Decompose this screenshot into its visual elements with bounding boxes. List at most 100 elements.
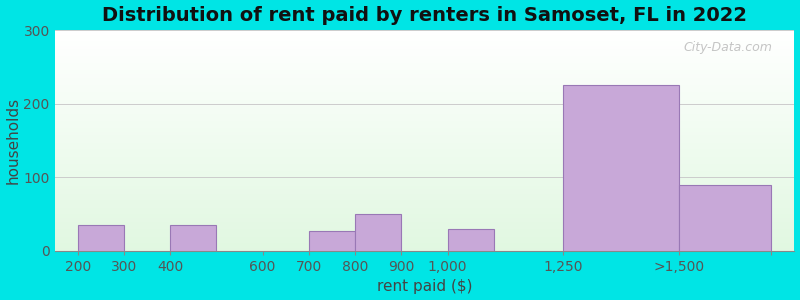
Bar [54, 105, 794, 106]
Bar [54, 248, 794, 249]
Bar [54, 148, 794, 149]
Bar [54, 68, 794, 69]
Bar [54, 180, 794, 181]
Bar [54, 155, 794, 156]
Bar [54, 188, 794, 189]
Bar [54, 230, 794, 231]
Bar [54, 45, 794, 46]
Bar [54, 134, 794, 135]
Bar [54, 85, 794, 86]
Bar [54, 220, 794, 221]
Bar [54, 178, 794, 179]
Bar [54, 118, 794, 120]
Bar [54, 176, 794, 177]
Bar [54, 216, 794, 217]
Bar [54, 186, 794, 187]
Bar [54, 198, 794, 199]
Bar [54, 158, 794, 159]
Bar [54, 151, 794, 152]
Bar [54, 95, 794, 97]
Bar [54, 82, 794, 83]
Bar [54, 98, 794, 99]
Bar [54, 104, 794, 105]
Bar [54, 91, 794, 92]
Bar [54, 194, 794, 195]
Bar [54, 185, 794, 186]
Bar [54, 52, 794, 53]
Bar [54, 100, 794, 101]
Bar [54, 214, 794, 216]
Bar [54, 169, 794, 170]
Bar [54, 143, 794, 144]
Bar [54, 231, 794, 232]
Bar [54, 213, 794, 214]
Bar [54, 32, 794, 34]
Bar [54, 209, 794, 210]
Bar [54, 226, 794, 228]
Bar [54, 58, 794, 59]
Bar [54, 57, 794, 58]
Bar [54, 189, 794, 190]
Bar [54, 149, 794, 151]
Bar [54, 71, 794, 72]
Bar [54, 60, 794, 61]
Text: City-Data.com: City-Data.com [683, 41, 772, 54]
Bar [54, 35, 794, 36]
Bar [54, 72, 794, 73]
Bar [54, 94, 794, 95]
Bar [54, 144, 794, 145]
Bar [54, 174, 794, 175]
Bar [309, 231, 355, 251]
Bar [54, 59, 794, 60]
Bar [54, 103, 794, 104]
Bar [54, 168, 794, 169]
Bar [54, 114, 794, 115]
Bar [54, 197, 794, 198]
Bar [54, 40, 794, 41]
Bar [54, 63, 794, 64]
Bar [54, 92, 794, 93]
X-axis label: rent paid ($): rent paid ($) [377, 279, 472, 294]
Bar [54, 69, 794, 70]
Bar [54, 86, 794, 88]
Bar [54, 163, 794, 164]
Bar [54, 140, 794, 141]
Bar [54, 49, 794, 50]
Bar [54, 238, 794, 239]
Bar [54, 128, 794, 130]
Bar [54, 120, 794, 121]
Bar [54, 50, 794, 51]
Bar [54, 245, 794, 246]
Bar [54, 62, 794, 63]
Bar [54, 133, 794, 134]
Bar [54, 172, 794, 174]
Bar [54, 141, 794, 142]
Bar [54, 206, 794, 207]
Bar [54, 109, 794, 110]
Bar [54, 170, 794, 172]
Bar [54, 152, 794, 153]
Bar [54, 51, 794, 52]
Bar [54, 111, 794, 112]
Bar [54, 97, 794, 98]
Bar [54, 138, 794, 140]
Bar [54, 124, 794, 125]
Bar [54, 177, 794, 178]
Bar [54, 153, 794, 154]
Title: Distribution of rent paid by renters in Samoset, FL in 2022: Distribution of rent paid by renters in … [102, 6, 747, 25]
Bar [54, 90, 794, 91]
Bar [54, 53, 794, 55]
Bar [54, 142, 794, 143]
Bar [54, 48, 794, 49]
Bar [170, 225, 217, 251]
Bar [54, 106, 794, 107]
Bar [54, 156, 794, 157]
Bar [54, 99, 794, 100]
Bar [54, 93, 794, 94]
Bar [54, 56, 794, 57]
Bar [54, 137, 794, 138]
Bar [54, 123, 794, 124]
Bar [54, 67, 794, 68]
Bar [54, 42, 794, 44]
Bar [54, 81, 794, 82]
